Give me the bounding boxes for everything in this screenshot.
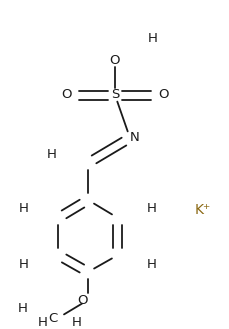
Text: O: O (109, 54, 120, 66)
Text: C: C (49, 312, 58, 324)
Text: H: H (146, 259, 156, 271)
Text: O: O (77, 293, 88, 307)
Text: H: H (147, 32, 157, 44)
Text: H: H (19, 201, 29, 215)
Text: H: H (19, 259, 29, 271)
Text: N: N (129, 132, 139, 144)
Text: H: H (47, 148, 57, 162)
Text: O: O (61, 89, 72, 102)
Text: S: S (110, 89, 119, 102)
Text: O: O (157, 89, 168, 102)
Text: H: H (146, 201, 156, 215)
Text: K⁺: K⁺ (194, 203, 210, 217)
Text: H: H (18, 301, 28, 315)
Text: H: H (38, 316, 48, 329)
Text: H: H (72, 316, 82, 329)
